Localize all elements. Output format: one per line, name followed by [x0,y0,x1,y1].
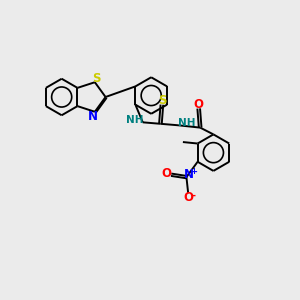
Text: O: O [162,167,172,180]
Text: S: S [158,94,166,107]
Text: N: N [88,110,98,123]
Text: +: + [190,167,197,176]
Text: S: S [92,72,100,85]
Text: N: N [184,168,194,181]
Text: NH: NH [178,118,195,128]
Text: O: O [194,98,204,111]
Text: -: - [191,191,196,201]
Text: NH: NH [126,115,143,125]
Text: O: O [183,191,193,204]
